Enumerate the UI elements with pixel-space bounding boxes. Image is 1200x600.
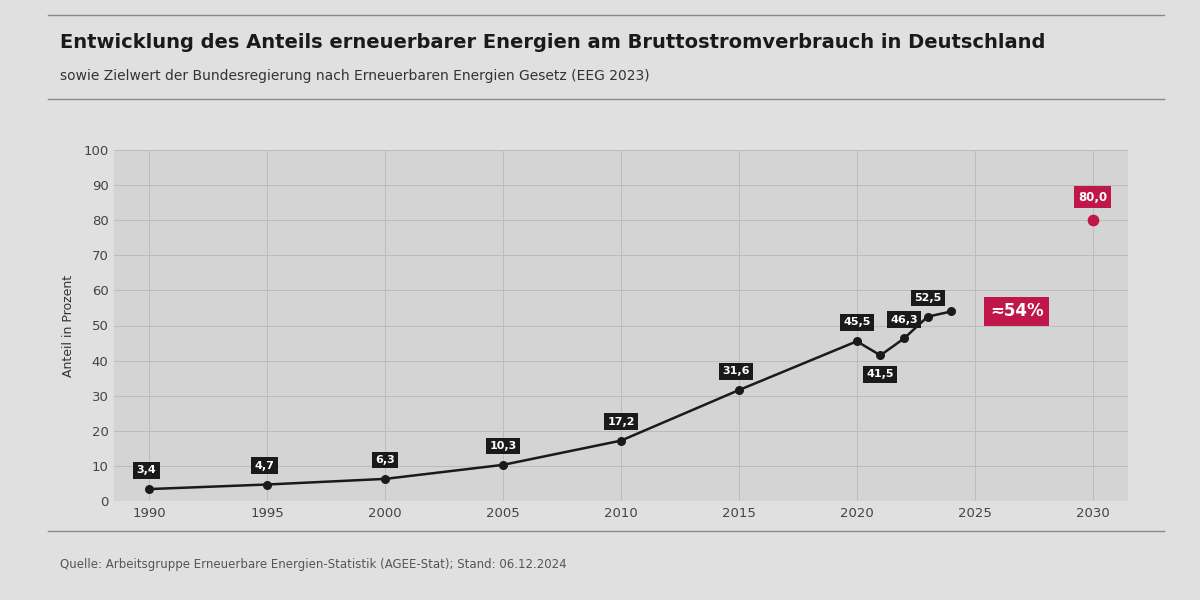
Text: Entwicklung des Anteils erneuerbarer Energien am Bruttostromverbrauch in Deutsch: Entwicklung des Anteils erneuerbarer Ene… — [60, 33, 1045, 52]
Point — [918, 312, 937, 322]
Point — [871, 350, 890, 360]
Text: Quelle: Arbeitsgruppe Erneuerbare Energien-Statistik (AGEE-Stat); Stand: 06.12.2: Quelle: Arbeitsgruppe Erneuerbare Energi… — [60, 558, 566, 571]
Point — [493, 460, 512, 470]
Text: 52,5: 52,5 — [914, 293, 941, 303]
Point — [611, 436, 630, 445]
Text: sowie Zielwert der Bundesregierung nach Erneuerbaren Energien Gesetz (EEG 2023): sowie Zielwert der Bundesregierung nach … — [60, 69, 649, 83]
Text: 41,5: 41,5 — [866, 369, 894, 379]
Text: 46,3: 46,3 — [890, 314, 918, 325]
Text: 17,2: 17,2 — [607, 417, 635, 427]
Text: 4,7: 4,7 — [254, 461, 275, 470]
Point — [847, 337, 866, 346]
Point — [1084, 215, 1103, 225]
Y-axis label: Anteil in Prozent: Anteil in Prozent — [62, 274, 74, 377]
Text: 31,6: 31,6 — [722, 366, 750, 376]
Point — [258, 480, 277, 490]
Text: 10,3: 10,3 — [490, 441, 517, 451]
Text: ≂54%: ≂54% — [990, 302, 1044, 320]
Point — [942, 307, 961, 316]
Text: 3,4: 3,4 — [137, 465, 156, 475]
Point — [376, 474, 395, 484]
Text: 6,3: 6,3 — [376, 455, 395, 465]
Point — [894, 334, 913, 343]
Point — [730, 385, 749, 395]
Point — [139, 484, 158, 494]
Text: 80,0: 80,0 — [1078, 191, 1108, 203]
Text: 45,5: 45,5 — [844, 317, 870, 328]
